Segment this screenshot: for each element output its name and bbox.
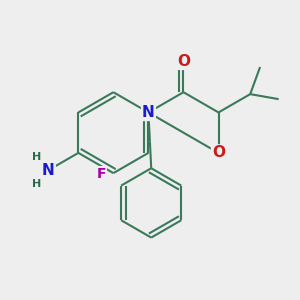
Text: N: N [42, 163, 55, 178]
Text: H: H [32, 152, 41, 162]
Text: H: H [32, 179, 41, 189]
Text: O: O [212, 146, 225, 160]
Text: F: F [96, 167, 106, 181]
Text: N: N [142, 105, 155, 120]
Text: O: O [177, 54, 190, 69]
